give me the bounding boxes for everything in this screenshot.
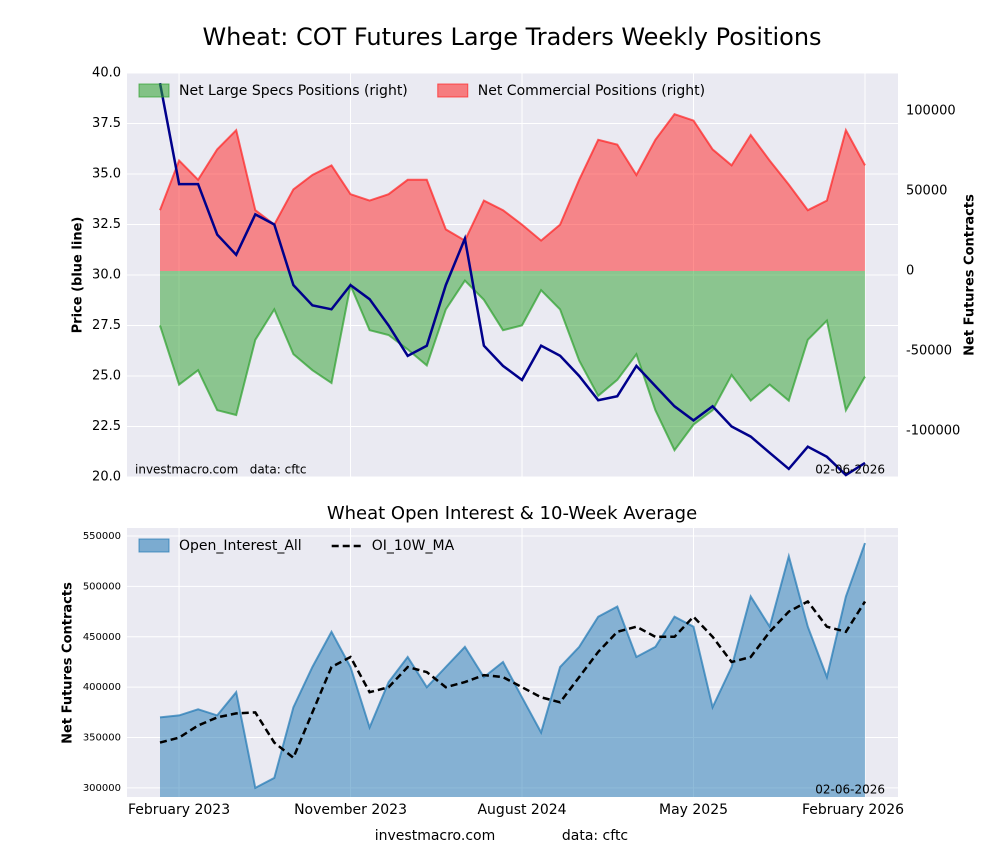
legend-swatch — [138, 83, 170, 98]
x-tick-label: November 2023 — [294, 802, 407, 818]
area — [160, 114, 865, 271]
chart-title: Wheat Open Interest & 10-Week Average — [327, 503, 697, 524]
chart-title: Wheat: COT Futures Large Traders Weekly … — [202, 23, 821, 51]
y2-tick-label: 100000 — [906, 104, 956, 119]
y2-tick-label: 0 — [906, 264, 914, 279]
legend-swatch — [138, 538, 170, 553]
series-group — [159, 542, 867, 797]
legend-swatch — [437, 83, 469, 98]
x-tick-label: August 2024 — [477, 802, 566, 818]
series-group — [158, 82, 866, 477]
y-tick-label: 300000 — [83, 783, 121, 794]
footer-text: data: cftc — [562, 828, 628, 844]
y-tick-label: 30.0 — [92, 268, 121, 283]
area-edge — [159, 279, 866, 453]
annotation: investmacro.com data: cftc — [135, 463, 307, 477]
line — [158, 82, 866, 477]
y2-tick-label: 50000 — [906, 184, 947, 199]
y-tick-label: 25.0 — [92, 369, 121, 384]
y2-tick-label: -100000 — [906, 424, 960, 439]
y-tick-label: 20.0 — [92, 470, 121, 485]
y-tick-label: 32.5 — [92, 217, 121, 232]
y-tick-label: 550000 — [83, 531, 121, 542]
legend-label: OI_10W_MA — [372, 538, 455, 554]
legend-label: Open_Interest_All — [179, 538, 302, 554]
y-axis-label: Price (blue line) — [71, 217, 86, 334]
y-tick-label: 35.0 — [92, 167, 121, 182]
area-edge — [159, 113, 866, 243]
x-tick-label: February 2023 — [128, 802, 230, 818]
y2-tick-label: -50000 — [906, 344, 952, 359]
footer-text: investmacro.com — [375, 828, 495, 844]
y-tick-label: 500000 — [83, 581, 121, 592]
y-tick-label: 350000 — [83, 733, 121, 744]
y-tick-label: 450000 — [83, 632, 121, 643]
annotation: 02-06-2026 — [815, 463, 885, 477]
area — [160, 271, 865, 451]
y2-axis-label: Net Futures Contracts — [963, 194, 978, 356]
area-edge — [159, 542, 866, 790]
x-tick-label: May 2025 — [659, 802, 728, 818]
area — [160, 543, 865, 797]
annotation: 02-06-2026 — [815, 783, 885, 797]
y-tick-label: 22.5 — [92, 419, 121, 434]
y-tick-label: 40.0 — [92, 66, 121, 81]
y-tick-label: 37.5 — [92, 116, 121, 131]
y-tick-label: 400000 — [83, 682, 121, 693]
y-tick-label: 27.5 — [92, 318, 121, 333]
legend-label: Net Large Specs Positions (right) — [179, 83, 408, 99]
legend-label: Net Commercial Positions (right) — [478, 83, 705, 99]
x-tick-label: February 2026 — [802, 802, 904, 818]
y-axis-label: Net Futures Contracts — [61, 582, 76, 744]
